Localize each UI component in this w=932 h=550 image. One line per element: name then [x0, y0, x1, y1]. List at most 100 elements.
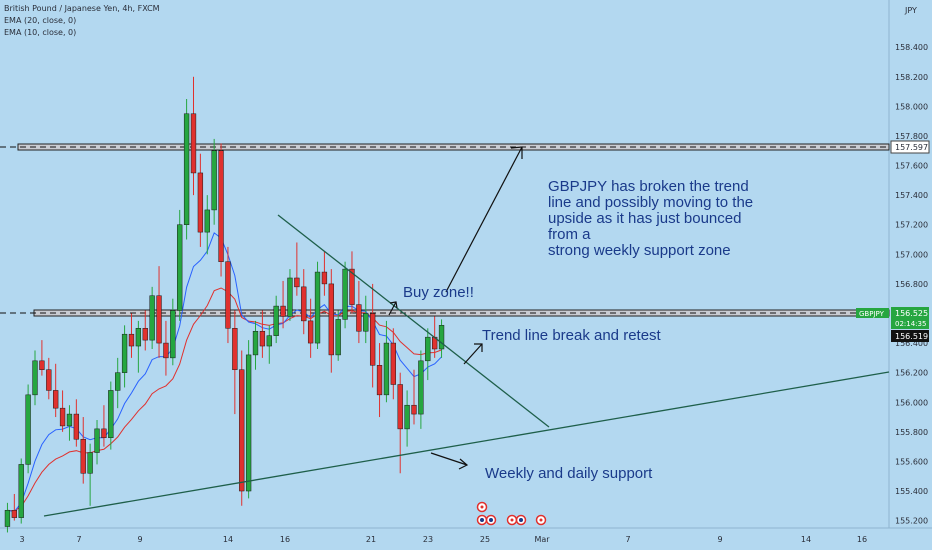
candle	[259, 310, 266, 358]
time-tick-label: 7	[76, 535, 81, 544]
candle	[225, 246, 231, 344]
svg-text:157.597: 157.597	[895, 143, 928, 152]
candle-body	[280, 305, 286, 317]
candle	[80, 417, 86, 484]
long-arrow[interactable]	[445, 146, 523, 293]
price-tick-label: 156.200	[895, 369, 928, 378]
candle-body	[301, 286, 307, 322]
price-tick-label: 157.400	[895, 191, 928, 200]
candle	[314, 261, 321, 349]
candle-body	[252, 330, 259, 356]
candle	[108, 381, 114, 450]
support-label: Weekly and daily support	[485, 465, 653, 482]
candle	[266, 325, 272, 364]
price-axis-panel[interactable]	[889, 0, 932, 550]
candle	[252, 320, 259, 370]
candle	[356, 280, 362, 344]
candle	[376, 343, 383, 418]
candle-body	[25, 394, 31, 465]
candle-body	[259, 330, 266, 347]
candle	[411, 369, 417, 425]
candle-body	[156, 295, 162, 344]
candle-body	[32, 360, 38, 396]
buy-zone-arrow[interactable]	[388, 301, 398, 316]
candle	[307, 298, 314, 358]
event-marker-icon	[476, 514, 488, 526]
price-tick-label: 158.000	[895, 102, 928, 111]
support-zone[interactable]	[0, 309, 890, 317]
support-arrow[interactable]	[430, 452, 469, 470]
svg-text:02:14:35: 02:14:35	[895, 320, 926, 328]
candle-body	[94, 428, 100, 453]
time-tick-label: 25	[480, 535, 490, 544]
candle-body	[438, 325, 445, 350]
candle	[46, 357, 52, 400]
candle-body	[18, 464, 24, 518]
candle	[328, 269, 334, 373]
price-tick-label: 158.200	[895, 73, 928, 82]
candle	[363, 295, 369, 344]
candle	[135, 320, 142, 373]
candle	[4, 502, 11, 533]
candle	[232, 310, 238, 415]
time-tick-label: 23	[423, 535, 433, 544]
time-tick-label: Mar	[534, 535, 550, 544]
price-tick-label: 157.600	[895, 162, 928, 171]
candle	[18, 458, 24, 524]
candle-body	[369, 313, 376, 366]
candle-body	[80, 438, 86, 474]
candle-body	[245, 354, 252, 492]
ascending-support-line[interactable]	[43, 371, 890, 517]
candle-body	[218, 150, 224, 262]
time-ticks: 3 7 9 14 16 21 23 25 Mar 7 9 14 16	[19, 535, 867, 544]
main-note-line-3: upside as it has just bounced	[548, 210, 741, 227]
candle-body	[128, 333, 135, 347]
price-tick-label: 157.800	[895, 132, 928, 141]
candle	[204, 195, 210, 255]
candle	[177, 209, 183, 321]
price-tick-label: 156.800	[895, 280, 928, 289]
candle	[425, 328, 431, 381]
price-tick-label: 158.400	[895, 43, 928, 52]
candle	[287, 269, 293, 321]
candle-body	[46, 369, 52, 391]
candle	[438, 319, 445, 358]
candle-body	[4, 509, 11, 527]
candle-body	[321, 271, 328, 285]
candle	[349, 251, 355, 314]
event-marker-icon	[485, 514, 497, 526]
candle	[390, 328, 396, 400]
svg-text:156.525: 156.525	[895, 309, 928, 318]
candle	[115, 357, 121, 409]
main-note-line-5: strong weekly support zone	[548, 242, 731, 259]
candle-body	[142, 328, 148, 341]
retest-arrow[interactable]	[463, 343, 483, 365]
candle-body	[39, 360, 45, 370]
candle-body	[239, 369, 245, 492]
candle-body	[121, 333, 128, 373]
candle-body	[411, 404, 417, 415]
trend-break-label: Trend line break and retest	[482, 327, 662, 344]
candle	[94, 420, 100, 465]
candle-body	[59, 407, 66, 427]
candle-body	[266, 335, 272, 347]
resistance-zone[interactable]	[0, 143, 890, 151]
candle-body	[273, 305, 279, 336]
price-tick-label: 157.000	[895, 250, 928, 259]
candle-body	[376, 365, 383, 396]
price-tick-label: 155.200	[895, 517, 928, 526]
candle	[197, 153, 204, 247]
candle	[245, 340, 252, 499]
descending-trend-line[interactable]	[277, 214, 550, 428]
event-markers[interactable]	[476, 501, 547, 526]
ema10-line	[7, 232, 442, 513]
candle	[39, 340, 45, 376]
main-note-line-1: GBPJPY has broken the trend	[548, 178, 749, 195]
candle	[170, 298, 176, 366]
time-tick-label: 9	[137, 535, 142, 544]
event-marker-icon	[506, 514, 518, 526]
candle	[87, 443, 93, 506]
